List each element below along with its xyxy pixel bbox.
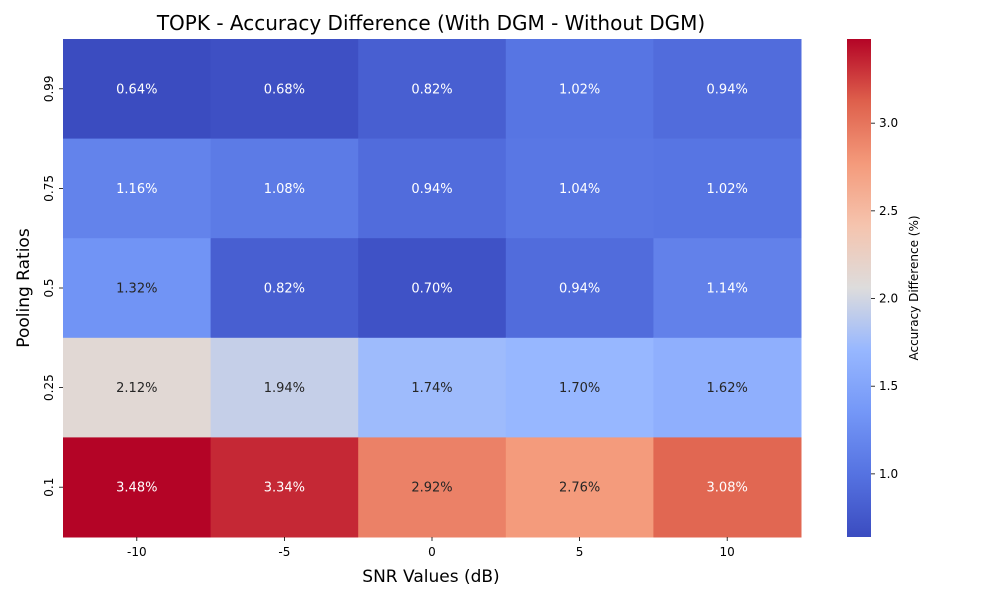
heatmap-cell bbox=[210, 437, 359, 538]
heatmap-cell bbox=[505, 138, 654, 239]
x-tick-label: 0 bbox=[428, 545, 436, 559]
x-tick-label: 5 bbox=[576, 545, 584, 559]
cell-value-label: 0.94% bbox=[411, 182, 452, 197]
heatmap-cell bbox=[505, 39, 654, 140]
heatmap-cells: 0.64% 0.68% 0.82% 1.02% 0.94% 1.16% 1.08% 0.94%… bbox=[63, 39, 802, 538]
heatmap-cell bbox=[63, 238, 212, 339]
cell-value-label: 1.32% bbox=[116, 282, 157, 297]
colorbar-tick-label: 3.0 bbox=[879, 116, 898, 130]
cell-value-label: 1.16% bbox=[116, 182, 157, 197]
y-axis-ticks: 0.99 0.75 0.5 0.25 0.1 bbox=[42, 75, 63, 497]
x-tick-label: -10 bbox=[127, 545, 147, 559]
heatmap-cell bbox=[63, 337, 212, 438]
colorbar-ticks: 1.0 1.5 2.0 2.5 3.0 bbox=[871, 116, 898, 481]
y-tick-label: 0.1 bbox=[42, 478, 56, 497]
heatmap-cell bbox=[63, 138, 212, 239]
colorbar-label: Accuracy Difference (%) bbox=[907, 215, 921, 360]
cell-value-label: 1.94% bbox=[264, 381, 305, 396]
heatmap-cell bbox=[653, 138, 802, 239]
x-axis-ticks: -10 -5 0 5 10 bbox=[127, 537, 735, 559]
colorbar bbox=[847, 39, 871, 537]
colorbar-tick-label: 1.0 bbox=[879, 467, 898, 481]
cell-value-label: 0.94% bbox=[559, 282, 600, 297]
cell-value-label: 2.76% bbox=[559, 481, 600, 496]
y-tick-label: 0.25 bbox=[42, 374, 56, 401]
heatmap-cell bbox=[505, 437, 654, 538]
heatmap-cell bbox=[653, 337, 802, 438]
heatmap-cell bbox=[210, 337, 359, 438]
heatmap-cell bbox=[63, 39, 212, 140]
heatmap-cell bbox=[358, 337, 507, 438]
cell-value-label: 1.02% bbox=[559, 82, 600, 97]
heatmap-cell bbox=[63, 437, 212, 538]
cell-value-label: 1.74% bbox=[411, 381, 452, 396]
heatmap-cell bbox=[210, 138, 359, 239]
cell-value-label: 0.82% bbox=[411, 82, 452, 97]
x-tick-label: 10 bbox=[720, 545, 735, 559]
x-tick-label: -5 bbox=[278, 545, 290, 559]
y-tick-label: 0.99 bbox=[42, 75, 56, 102]
x-axis-label: SNR Values (dB) bbox=[362, 567, 499, 587]
chart-title: TOPK - Accuracy Difference (With DGM - W… bbox=[156, 11, 705, 35]
heatmap-cell bbox=[505, 337, 654, 438]
heatmap-cell bbox=[358, 437, 507, 538]
colorbar-tick-label: 2.5 bbox=[879, 204, 898, 218]
y-axis-label: Pooling Ratios bbox=[14, 228, 34, 348]
cell-value-label: 0.64% bbox=[116, 82, 157, 97]
heatmap-cell bbox=[358, 238, 507, 339]
cell-value-label: 3.48% bbox=[116, 481, 157, 496]
colorbar-tick-label: 1.5 bbox=[879, 379, 898, 393]
y-tick-label: 0.5 bbox=[42, 278, 56, 297]
heatmap-cell bbox=[505, 238, 654, 339]
cell-value-label: 2.92% bbox=[411, 481, 452, 496]
cell-value-label: 1.14% bbox=[707, 282, 748, 297]
cell-value-label: 1.08% bbox=[264, 182, 305, 197]
colorbar-tick-label: 2.0 bbox=[879, 292, 898, 306]
cell-value-label: 1.70% bbox=[559, 381, 600, 396]
y-tick-label: 0.75 bbox=[42, 175, 56, 202]
heatmap-cell bbox=[653, 39, 802, 140]
cell-value-label: 1.62% bbox=[707, 381, 748, 396]
cell-value-label: 1.02% bbox=[707, 182, 748, 197]
heatmap-cell bbox=[653, 238, 802, 339]
cell-value-label: 1.04% bbox=[559, 182, 600, 197]
cell-value-label: 3.08% bbox=[707, 481, 748, 496]
heatmap-cell bbox=[358, 39, 507, 140]
cell-value-label: 3.34% bbox=[264, 481, 305, 496]
cell-value-label: 2.12% bbox=[116, 381, 157, 396]
heatmap-cell bbox=[210, 39, 359, 140]
cell-value-label: 0.70% bbox=[411, 282, 452, 297]
heatmap-cell bbox=[653, 437, 802, 538]
heatmap-cell bbox=[210, 238, 359, 339]
cell-value-label: 0.94% bbox=[707, 82, 748, 97]
cell-value-label: 0.82% bbox=[264, 282, 305, 297]
heatmap-cell bbox=[358, 138, 507, 239]
cell-value-label: 0.68% bbox=[264, 82, 305, 97]
